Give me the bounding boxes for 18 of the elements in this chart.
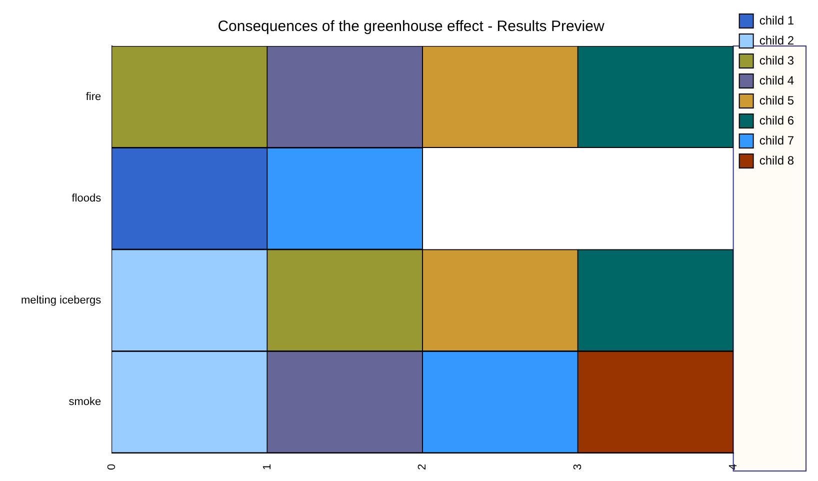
y-tick-label: melting icebergs [21,294,102,306]
y-tick-label: floods [72,192,102,205]
legend-label: child 1 [759,13,794,28]
x-tick-label: 4 [727,464,740,470]
legend-label: child 5 [759,93,794,108]
legend-label: child 2 [759,33,794,48]
x-tick-label: 3 [572,464,584,470]
legend-label: child 4 [759,73,794,88]
x-tick-label: 2 [416,464,429,470]
legend-label: child 3 [759,53,794,68]
x-tick-label: 0 [106,464,118,470]
chart-title: Consequences of the greenhouse effect - Results Preview [218,18,604,36]
y-tick-label: smoke [68,396,102,408]
legend-label: child 7 [759,133,794,148]
legend-label: child 8 [759,153,794,168]
x-tick-label: 1 [261,464,274,470]
y-tick-label: fire [86,90,102,103]
legend-label: child 6 [759,113,794,128]
